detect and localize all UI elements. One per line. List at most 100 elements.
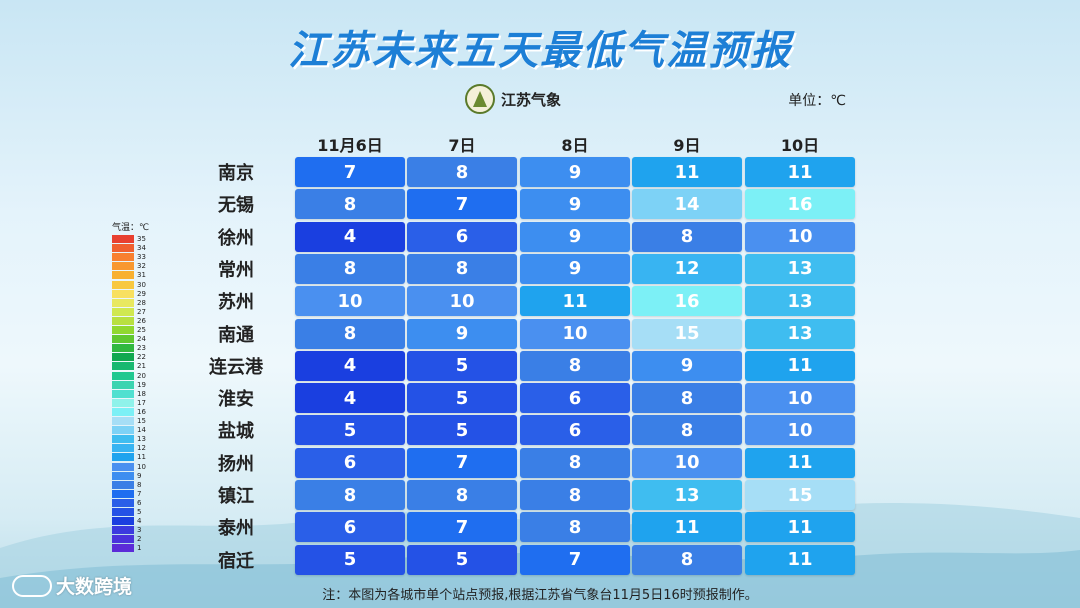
legend-tick: 21 (137, 362, 146, 371)
temperature-cell: 11 (520, 286, 630, 317)
legend-swatch (112, 435, 134, 444)
temperature-cell: 8 (520, 480, 630, 510)
temperature-cell: 6 (520, 415, 630, 446)
temperature-cell: 11 (632, 157, 742, 187)
temperature-cell: 10 (745, 221, 855, 252)
legend-tick: 29 (137, 289, 146, 298)
temperature-cell: 12 (632, 253, 742, 284)
legend-tick: 30 (137, 280, 146, 289)
column-header: 10日 (780, 136, 820, 155)
legend-tick: 26 (137, 316, 146, 325)
temperature-cell: 6 (407, 221, 517, 252)
temperature-cell: 10 (745, 415, 855, 446)
watermark: 大数跨境 (12, 572, 132, 599)
watermark-text: 大数跨境 (56, 576, 133, 598)
column-header: 8日 (561, 136, 589, 155)
legend-swatch (112, 426, 134, 435)
temperature-cell: 8 (407, 157, 517, 187)
legend-tick: 2 (137, 535, 142, 544)
legend-tick: 15 (137, 417, 146, 425)
temperature-cell: 11 (745, 157, 855, 187)
legend-swatch (112, 489, 134, 498)
temperature-cell: 15 (745, 480, 855, 510)
brand-logo-icon (12, 574, 52, 597)
legend-tick: 1 (137, 544, 142, 553)
temperature-cell: 4 (295, 383, 405, 414)
legend-swatch (112, 280, 134, 289)
legend-swatch (112, 535, 134, 544)
unit-label: 单位：℃ (788, 93, 846, 109)
temperature-cell: 16 (632, 286, 742, 317)
temperature-cell: 9 (520, 221, 630, 252)
legend-swatch (112, 271, 134, 280)
legend-tick: 4 (137, 517, 142, 526)
legend-tick: 27 (137, 307, 146, 316)
legend-tick: 18 (137, 389, 146, 398)
city-label: 徐州 (218, 227, 254, 249)
temperature-cell: 11 (632, 512, 742, 543)
legend-swatch (112, 517, 134, 526)
color-legend: 气温：℃ 35 34 33 32 31 30 29 28 27 26 25 24 23 22 21 20 19 1… (112, 220, 152, 555)
temperature-cell: 8 (520, 350, 630, 381)
temperature-cell: 4 (295, 221, 405, 252)
legend-swatch (112, 298, 134, 307)
legend-swatch (112, 498, 134, 507)
city-label: 南京 (218, 163, 254, 184)
temperature-cell: 8 (632, 383, 742, 414)
legend-swatch (112, 398, 134, 407)
legend-tick: 14 (137, 426, 146, 435)
temperature-cell: 11 (745, 512, 855, 543)
legend-tick: 35 (137, 235, 146, 243)
temperature-cell: 7 (407, 512, 517, 543)
city-label: 镇江 (218, 486, 254, 507)
legend-tick: 20 (137, 371, 146, 380)
temperature-cell: 13 (745, 286, 855, 317)
column-header: 7日 (448, 136, 476, 155)
legend-swatch (112, 471, 134, 480)
org-logo: 江苏气象 (465, 84, 561, 114)
temperature-cell: 6 (520, 383, 630, 414)
legend-swatch (112, 235, 134, 243)
legend-swatch (112, 526, 134, 535)
temperature-cell: 11 (745, 447, 855, 478)
legend-swatch (112, 335, 134, 344)
city-label: 无锡 (218, 195, 254, 217)
legend-tick: 7 (137, 489, 142, 498)
temperature-cell: 8 (407, 253, 517, 284)
temperature-cell: 8 (632, 415, 742, 446)
temperature-cell: 10 (295, 286, 405, 317)
legend-tick: 9 (137, 471, 142, 480)
temperature-cell: 10 (520, 318, 630, 349)
temperature-cell: 5 (407, 415, 517, 446)
temperature-cell: 7 (407, 447, 517, 478)
legend-swatch (112, 316, 134, 325)
legend-tick: 13 (137, 435, 146, 444)
legend-tick: 10 (137, 462, 146, 471)
temperature-cell: 8 (632, 221, 742, 252)
temperature-cell: 13 (632, 480, 742, 510)
weather-emblem-icon (465, 84, 495, 114)
city-label: 连云港 (209, 356, 263, 378)
temperature-cell: 8 (520, 447, 630, 478)
legend-swatch (112, 389, 134, 398)
legend-swatch (112, 244, 134, 253)
legend-swatch (112, 326, 134, 334)
column-header: 9日 (673, 136, 701, 155)
city-label: 南通 (218, 324, 254, 346)
temperature-cell: 5 (295, 415, 405, 446)
legend-tick: 19 (137, 380, 146, 389)
temperature-cell: 10 (632, 447, 742, 478)
column-header: 11月6日 (317, 136, 383, 155)
temperature-cell: 9 (520, 253, 630, 284)
temperature-cell: 15 (632, 318, 742, 349)
temperature-cell: 9 (520, 157, 630, 187)
temperature-cell: 5 (295, 544, 405, 575)
temperature-cell: 9 (520, 189, 630, 220)
legend-swatch (112, 262, 134, 271)
legend-swatch (112, 417, 134, 425)
legend-tick: 12 (137, 444, 146, 453)
temperature-cell: 6 (295, 447, 405, 478)
legend-tick: 23 (137, 344, 146, 353)
city-label: 苏州 (218, 292, 254, 314)
temperature-cell: 14 (632, 189, 742, 220)
